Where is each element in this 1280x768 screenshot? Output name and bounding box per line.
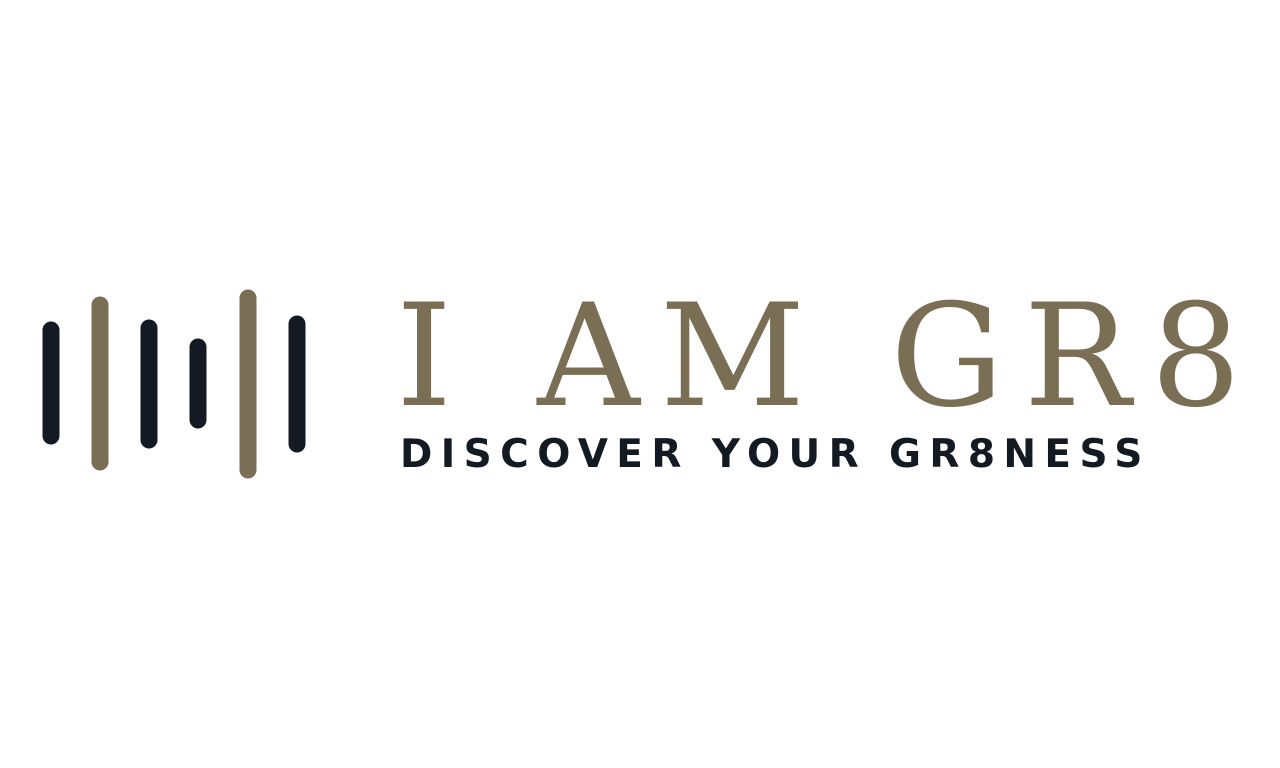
brand-title: I AM GR8 xyxy=(396,274,1262,439)
brand-tagline: DISCOVER YOUR GR8NESS xyxy=(400,432,1151,477)
